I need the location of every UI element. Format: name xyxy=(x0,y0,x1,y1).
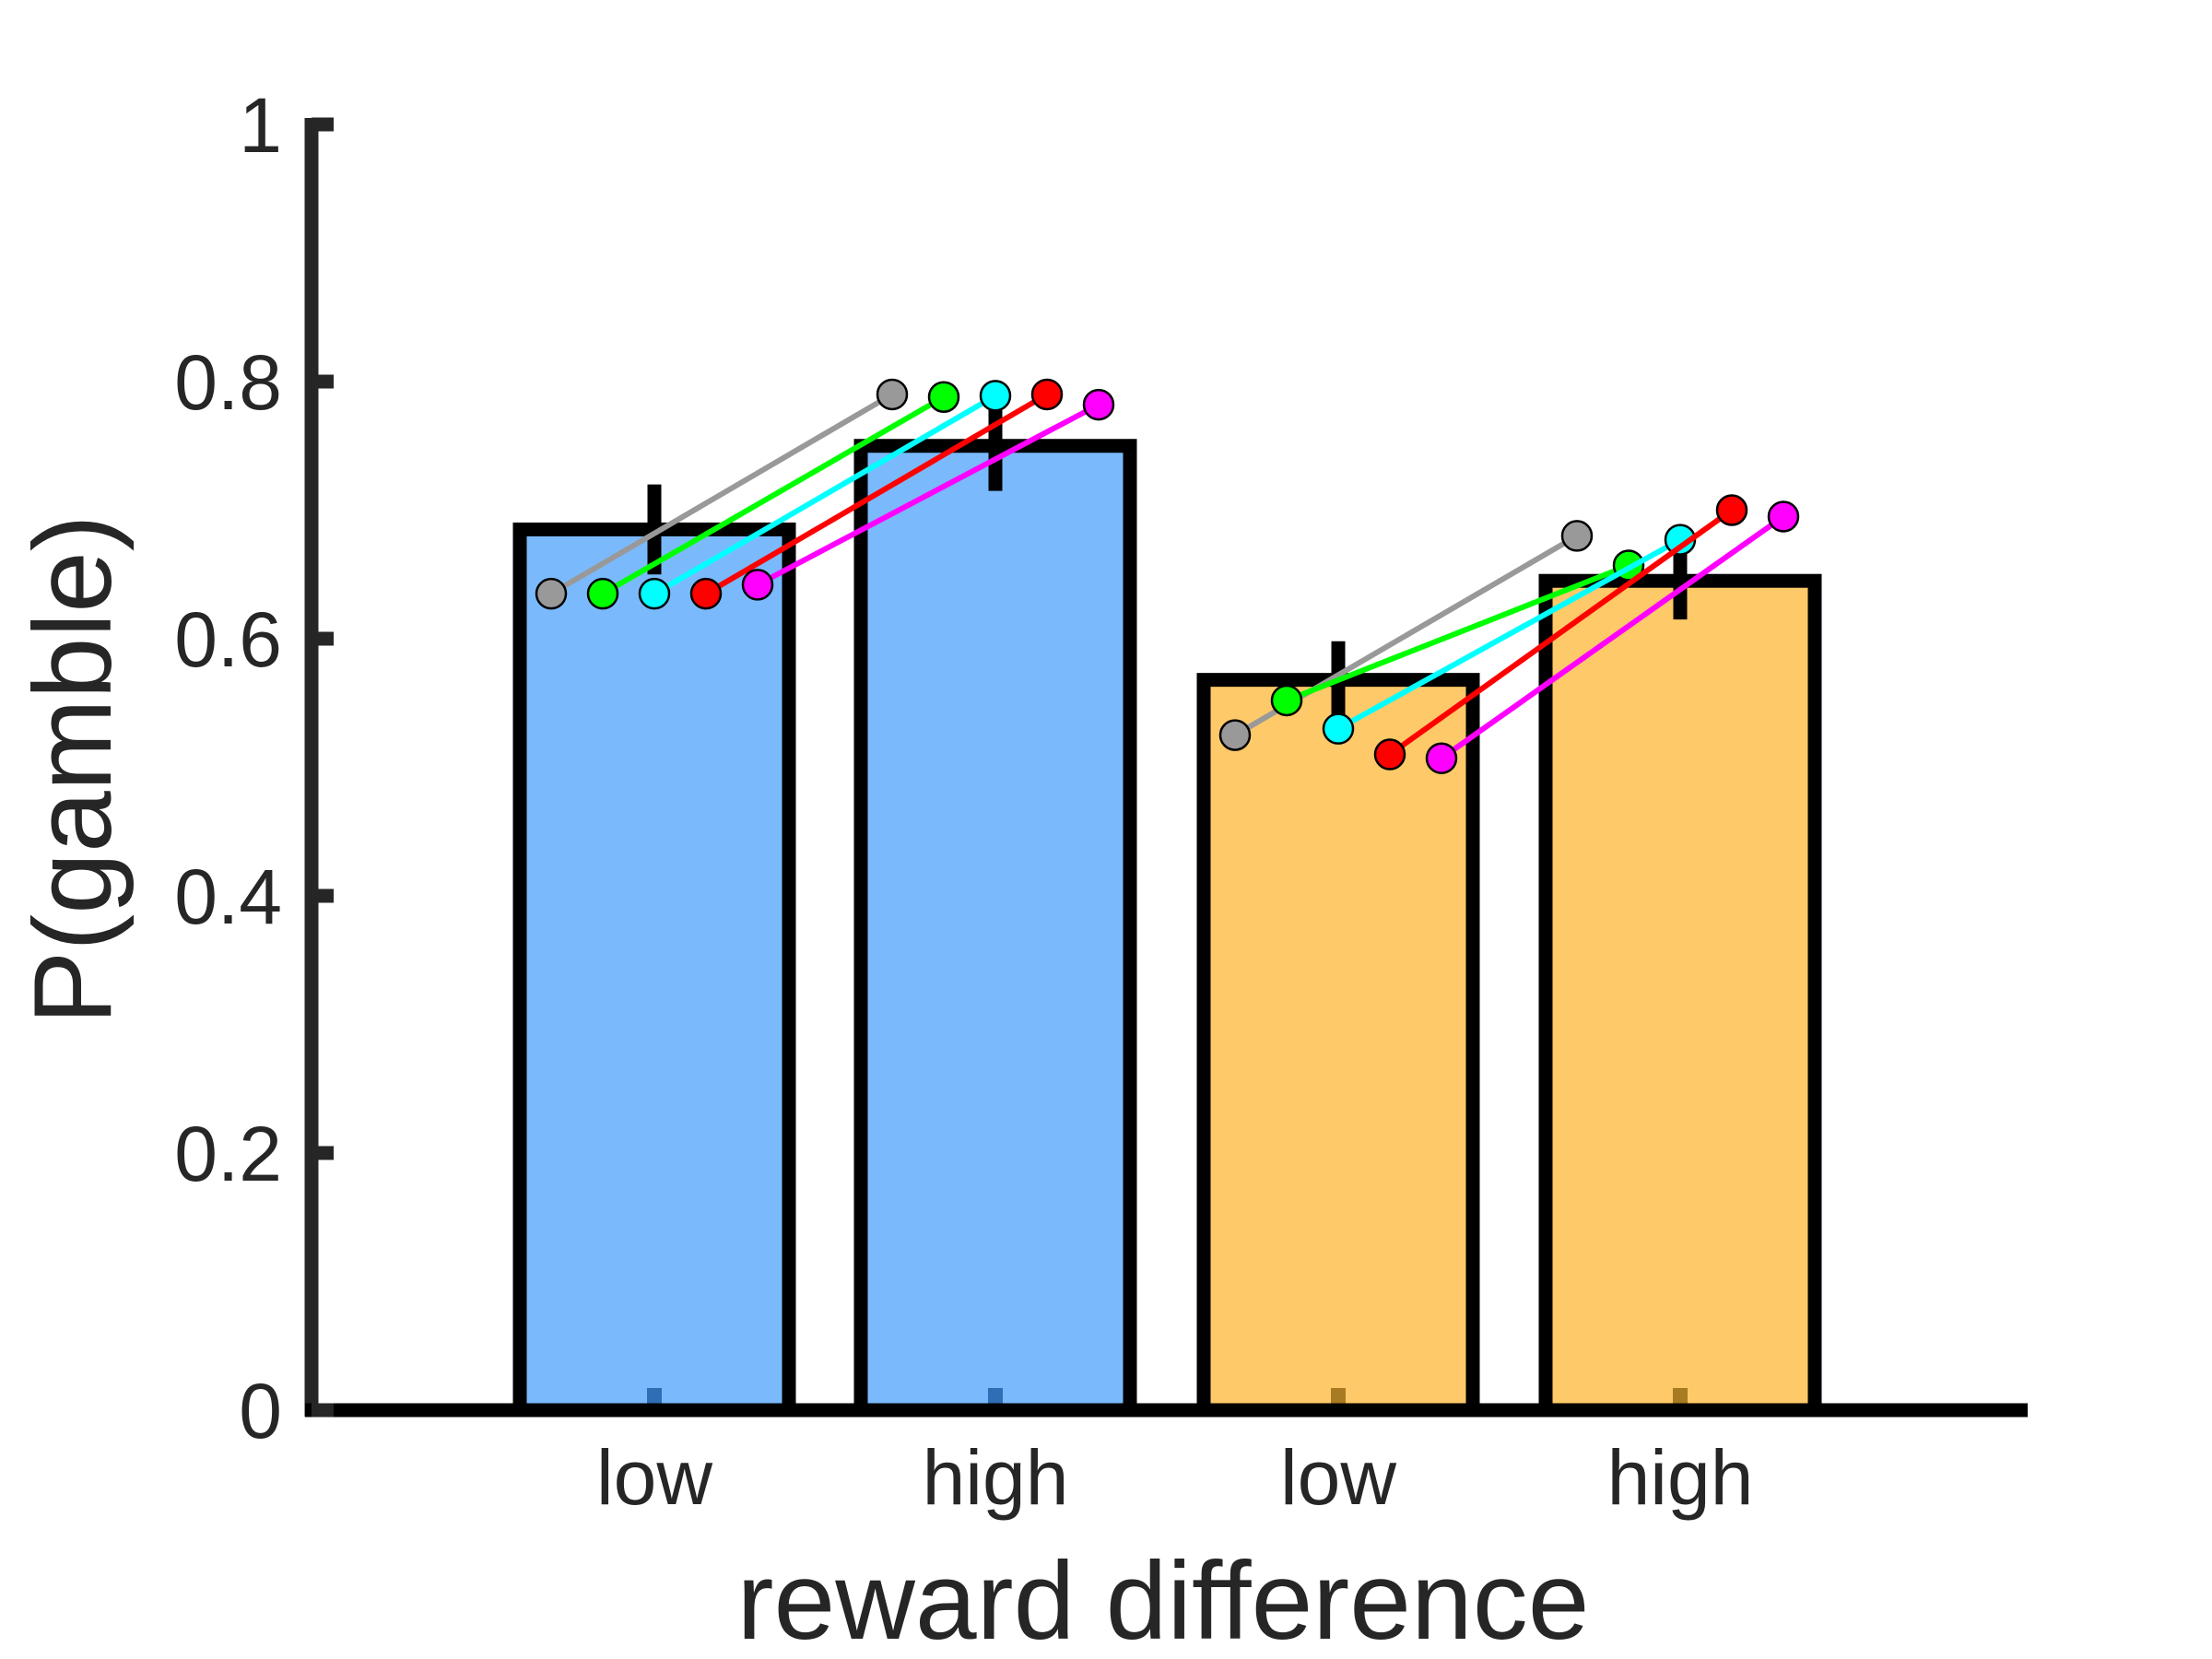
x-tick-label-4: high xyxy=(1607,1434,1754,1521)
subject-4-point-1 xyxy=(689,577,723,610)
subject-2-point-2 xyxy=(927,381,960,413)
y-tick-label-2: 0.4 xyxy=(174,853,282,940)
subject-1-point-2 xyxy=(876,378,909,411)
subject-5-line-2 xyxy=(1440,514,1785,761)
subject-4-line-2 xyxy=(1388,508,1734,757)
subject-4-point-4 xyxy=(1715,494,1748,526)
subject-2-point-1 xyxy=(586,577,619,610)
subject-2-line-2 xyxy=(1285,562,1630,703)
x-tick-labels-group: low high low high xyxy=(596,1434,1753,1521)
x-axis-label: reward difference xyxy=(737,1539,1590,1659)
subject-5-point-1 xyxy=(741,569,774,601)
x-tick-label-2: high xyxy=(923,1434,1069,1521)
y-tick-label-1: 0.2 xyxy=(174,1111,282,1197)
y-tick-label-5: 1 xyxy=(239,82,282,169)
subject-2-point-3 xyxy=(1270,684,1303,717)
bar-3 xyxy=(1196,673,1480,1418)
subject-5-point-3 xyxy=(1425,742,1458,774)
subject-3-line-1 xyxy=(653,393,997,596)
subject-1-point-1 xyxy=(535,577,568,610)
bar-1 xyxy=(512,522,796,1418)
bar-baseline-tick-1 xyxy=(647,1388,662,1406)
subject-4-point-3 xyxy=(1373,738,1406,771)
bar-baseline-tick-2 xyxy=(988,1388,1003,1406)
paired-lines-group xyxy=(535,378,1800,774)
bar-baseline-tick-3 xyxy=(1331,1388,1346,1406)
subject-3-point-2 xyxy=(979,380,1012,412)
y-tick-label-3: 0.6 xyxy=(174,596,282,683)
bars-group xyxy=(512,439,1822,1418)
subject-4-point-2 xyxy=(1030,378,1064,411)
subject-5-line-1 xyxy=(756,402,1100,588)
y-tick-label-4: 0.8 xyxy=(174,339,282,426)
subject-1-point-3 xyxy=(1218,719,1252,751)
subject-1-point-4 xyxy=(1560,520,1594,552)
x-tick-label-1: low xyxy=(596,1434,712,1521)
subject-4-line-1 xyxy=(704,392,1049,596)
axes-group xyxy=(304,118,2028,1418)
subject-5-point-2 xyxy=(1082,388,1115,421)
bar-2 xyxy=(853,439,1137,1418)
y-axis-label: P(gamble) xyxy=(11,514,135,1025)
y-ticks-group: 0 0.2 0.4 0.6 0.8 1 xyxy=(174,82,334,1454)
subject-3-point-3 xyxy=(1322,712,1355,745)
y-tick-label-0: 0 xyxy=(239,1368,282,1454)
subject-3-line-2 xyxy=(1336,536,1682,732)
subject-2-line-1 xyxy=(601,394,946,596)
bar-4 xyxy=(1538,573,1822,1418)
subject-3-point-1 xyxy=(638,577,671,610)
subject-1-line-1 xyxy=(549,392,894,596)
subject-5-point-4 xyxy=(1767,500,1800,533)
x-tick-label-3: low xyxy=(1280,1434,1396,1521)
bar-baseline-tick-4 xyxy=(1673,1388,1688,1406)
